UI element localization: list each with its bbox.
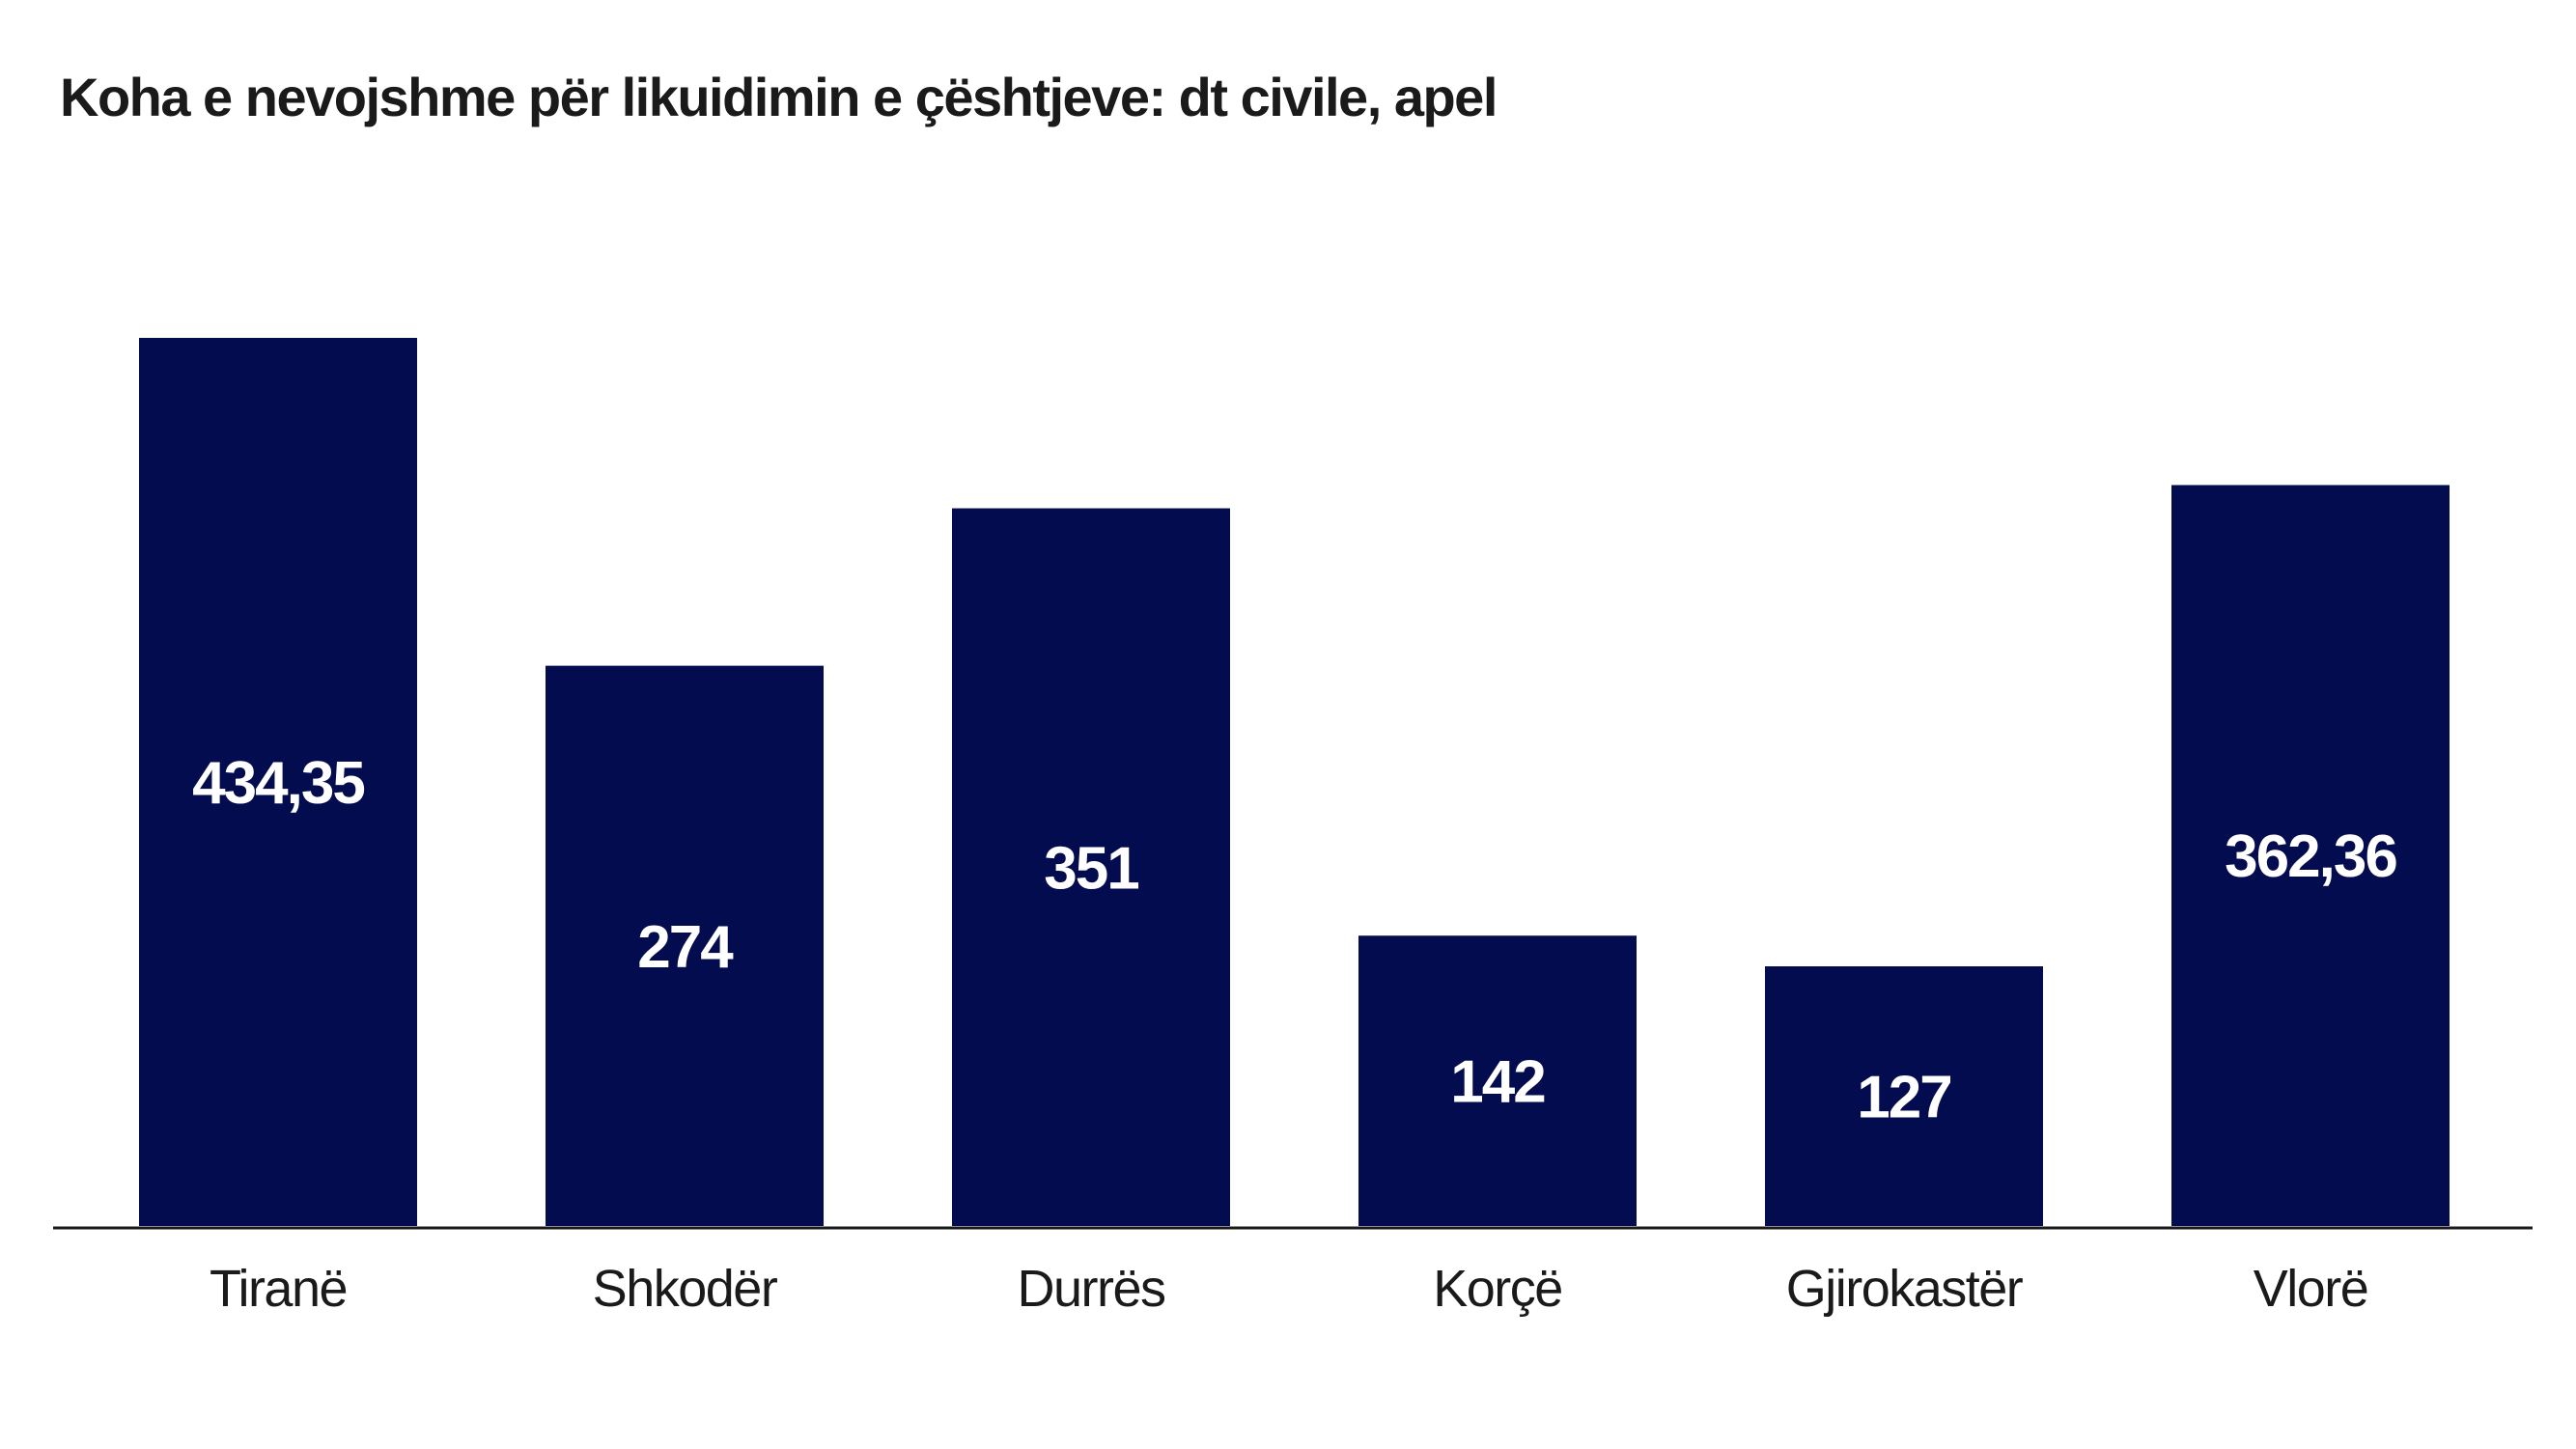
category-label: Vlorë [2254,1260,2368,1318]
bar-value-label: 127 [1857,1065,1950,1131]
category-label: Tiranë [210,1260,347,1318]
chart-title: Koha e nevojshme për likuidimin e çështj… [60,67,1498,127]
category-label: Durrës [1017,1260,1165,1318]
category-label: Korçë [1433,1260,1562,1318]
category-label: Gjirokastër [1786,1260,2024,1318]
bar-5 [1765,966,2043,1226]
bar-value-label: 434,35 [192,750,364,817]
bar-3 [952,508,1230,1226]
bar-1 [139,338,417,1226]
bar-4 [1358,935,1637,1226]
bars-group [139,338,2450,1227]
value-labels-group: 434,35 274 351 142 127 362,36 [192,750,2398,1131]
bar-6 [2171,485,2450,1227]
category-labels-group: Tiranë Shkodër Durrës Korçë Gjirokastër Vlorë [210,1260,2369,1318]
category-label: Shkodër [593,1260,778,1318]
bar-value-label: 274 [637,914,734,981]
bar-value-label: 351 [1044,835,1138,902]
bar-value-label: 142 [1450,1049,1544,1116]
bar-2 [546,665,824,1226]
bar-value-label: 362,36 [2225,823,2396,890]
